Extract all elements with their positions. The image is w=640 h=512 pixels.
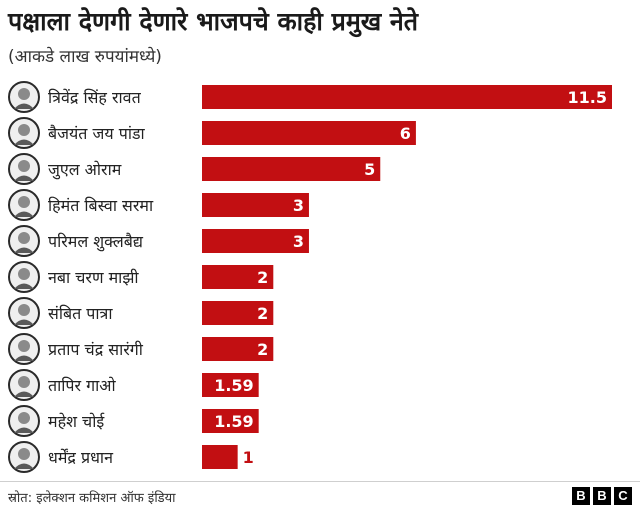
bbc-logo-letter: B	[593, 487, 611, 505]
bbc-logo-letter: C	[614, 487, 632, 505]
portrait-avatar-icon	[8, 261, 40, 293]
bbc-logo-letter: B	[572, 487, 590, 505]
value-label: 6	[400, 124, 411, 143]
value-label: 1	[243, 448, 254, 467]
portrait-avatar-icon	[8, 81, 40, 113]
portrait-avatar-icon	[8, 225, 40, 257]
chart-title: पक्षाला देणगी देणारे भाजपचे काही प्रमुख …	[8, 7, 419, 36]
value-label: 1.59	[214, 412, 253, 431]
category-label: बैजयंत जय पांडा	[48, 124, 146, 143]
bar-row: त्रिवेंद्र सिंह रावत 11.5	[8, 81, 612, 113]
bar	[202, 373, 259, 397]
bar	[202, 409, 259, 433]
bar	[202, 193, 309, 217]
category-label: संबित पात्रा	[48, 304, 113, 323]
portrait-avatar-icon	[8, 333, 40, 365]
bar	[202, 157, 381, 181]
category-label: प्रताप चंद्र सारंगी	[48, 340, 144, 359]
bar	[202, 445, 238, 469]
category-label: महेश चोई	[48, 412, 105, 431]
bar-row: परिमल शुक्लबैद्य 3	[8, 225, 309, 257]
bar-row: नबा चरण माझी 2	[8, 261, 274, 293]
bar-row: प्रताप चंद्र सारंगी 2	[8, 333, 274, 365]
bar	[202, 301, 274, 325]
bar-row: धर्मेंद्र प्रधान 1	[8, 441, 254, 473]
source-note: स्रोत: इलेक्शन कमिशन ऑफ इंडिया	[8, 491, 176, 506]
bar-row: बैजयंत जय पांडा 6	[8, 117, 416, 149]
category-label: तापिर गाओ	[48, 376, 116, 395]
bar-row: संबित पात्रा 2	[8, 297, 274, 329]
category-label: हिमंत बिस्वा सरमा	[48, 196, 154, 215]
chart-subtitle: (आकडे लाख रुपयांमध्ये)	[8, 47, 162, 67]
portrait-avatar-icon	[8, 117, 40, 149]
category-label: जुएल ओराम	[48, 160, 122, 180]
bar-row: महेश चोई 1.59	[8, 405, 259, 437]
portrait-avatar-icon	[8, 405, 40, 437]
portrait-avatar-icon	[8, 153, 40, 185]
bar	[202, 265, 274, 289]
category-label: धर्मेंद्र प्रधान	[48, 448, 114, 467]
value-label: 2	[257, 340, 268, 359]
bar	[202, 229, 309, 253]
bar-row: हिमंत बिस्वा सरमा 3	[8, 189, 309, 221]
value-label: 2	[257, 268, 268, 287]
value-label: 11.5	[568, 88, 607, 107]
portrait-avatar-icon	[8, 297, 40, 329]
footer-divider	[0, 481, 640, 482]
category-label: त्रिवेंद्र सिंह रावत	[48, 88, 142, 107]
category-label: नबा चरण माझी	[48, 268, 139, 287]
bar	[202, 121, 416, 145]
portrait-avatar-icon	[8, 189, 40, 221]
value-label: 3	[293, 196, 304, 215]
bar-chart: त्रिवेंद्र सिंह रावत 11.5 बैजयंत जय पांडा 6…	[8, 81, 612, 473]
value-label: 5	[364, 160, 375, 179]
value-label: 3	[293, 232, 304, 251]
bbc-logo: B B C	[572, 487, 632, 505]
value-label: 1.59	[214, 376, 253, 395]
portrait-avatar-icon	[8, 369, 40, 401]
value-label: 2	[257, 304, 268, 323]
bar	[202, 85, 612, 109]
category-label: परिमल शुक्लबैद्य	[48, 232, 144, 252]
bar-row: तापिर गाओ 1.59	[8, 369, 259, 401]
bar	[202, 337, 274, 361]
portrait-avatar-icon	[8, 441, 40, 473]
bar-row: जुएल ओराम 5	[8, 153, 381, 185]
